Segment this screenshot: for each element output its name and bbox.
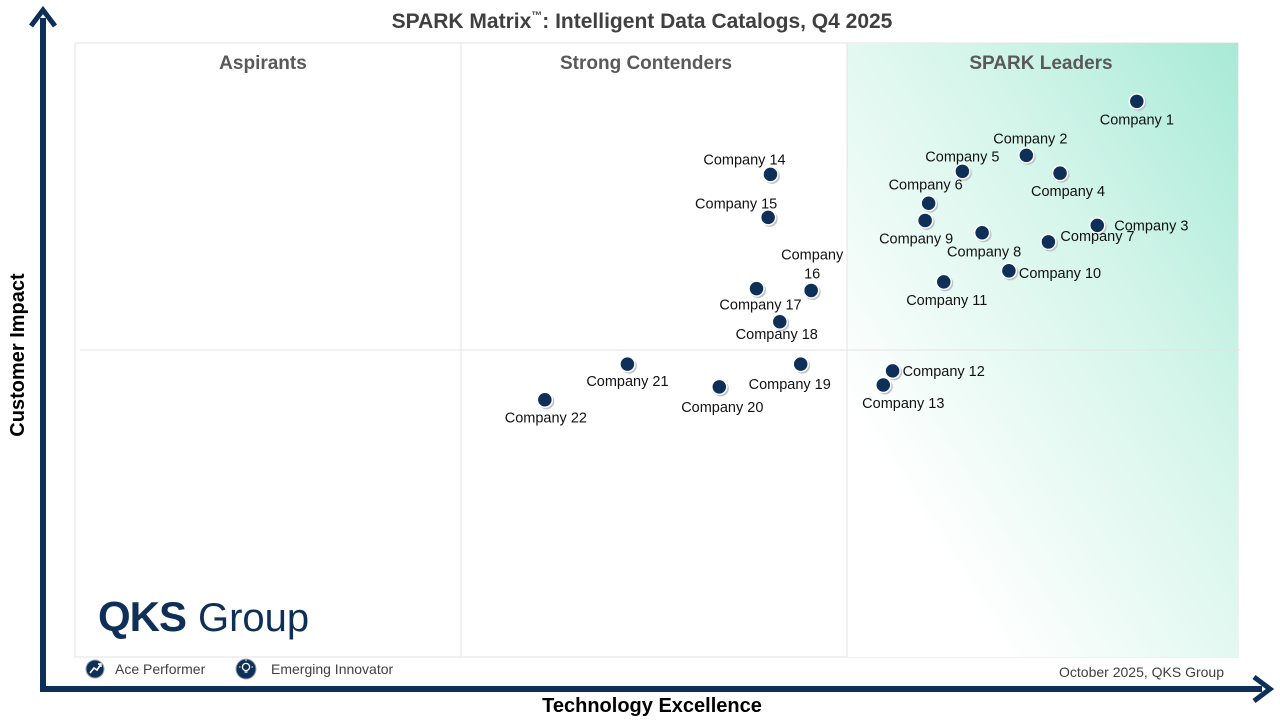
qks-group-logo: QKS Group [98,593,309,640]
data-point-company-14: Company 14 [703,152,786,184]
data-point-company-22: Company 22 [505,391,587,427]
point-marker [916,212,934,229]
x-axis-label: Technology Excellence [542,695,762,717]
point-label: Company 7 [1060,229,1134,245]
data-point-company-11: Company 11 [906,273,987,309]
chart-title-rest: : Intelligent Data Catalogs, Q4 2025 [542,10,892,33]
point-marker [1051,164,1069,182]
y-axis-label: Customer Impact [7,273,29,437]
data-point-company-6: Company 6 [889,177,963,213]
point-label: Company 2 [993,131,1067,147]
point-label: Company 5 [925,149,999,165]
data-point-company-13: Company 13 [862,376,944,412]
chart-title-tm: ™ [531,10,542,22]
y-axis-arrow [29,5,57,28]
data-point-company-16: Company 16 [781,247,844,300]
data-point-company-5: Company 5 [925,149,999,181]
emerging-innovator-icon [235,658,257,680]
legend-ace-performer: Ace Performer [115,661,206,677]
quadrant-spark-leaders: SPARK Leaders [969,53,1112,74]
legend: Ace Performer Emerging Innovator [85,658,394,680]
point-label: Company 13 [862,396,944,412]
point-marker [1128,93,1146,110]
data-point-company-15: Company 15 [695,196,778,227]
logo-text-light: Group [198,596,309,640]
point-label: Company 10 [1019,266,1101,282]
point-label: Company 3 [1114,218,1188,234]
point-label: Company 22 [505,411,587,427]
point-marker [711,378,728,396]
data-point-company-3: Company 3 [1089,217,1188,235]
data-point-company-2: Company 2 [993,131,1067,165]
point-marker [1000,262,1018,280]
data-point-company-17: Company 17 [719,280,802,314]
point-label: Company 11 [906,293,987,309]
legend-emerging-innovator: Emerging Innovator [271,661,394,677]
data-point-company-18: Company 18 [736,313,818,343]
point-marker [802,282,820,299]
point-marker [884,362,901,380]
point-label: Company 1 [1100,112,1174,128]
point-label: Company 9 [879,231,953,247]
point-marker [1018,147,1035,164]
data-point-company-7: Company 7 [1040,229,1135,252]
point-marker [536,391,554,408]
data-point-company-21: Company 21 [586,355,669,390]
data-point-company-8: Company 8 [947,224,1021,261]
data-point-company-19: Company 19 [749,355,831,393]
point-marker [920,195,937,212]
point-label: Company 20 [681,400,763,416]
point-label: Company 15 [695,196,777,212]
data-point-company-4: Company 4 [1031,164,1105,200]
point-label: Company 18 [736,327,818,343]
point-label: Company 4 [1031,184,1105,200]
point-marker [771,313,789,331]
data-points: Company 1 Company 2 Company 3 Company 4 Comp… [505,93,1188,427]
point-label: Company 14 [703,152,785,168]
ace-performer-icon [85,659,105,679]
point-marker [1040,233,1057,251]
point-label: Company 6 [889,177,963,193]
data-point-company-1: Company 1 [1100,93,1174,128]
point-label: Company 21 [586,374,668,390]
x-axis-arrow [1252,675,1275,703]
point-label: Company 17 [719,298,801,314]
data-point-company-9: Company 9 [879,212,953,247]
chart-title-main: SPARK Matrix [392,10,532,33]
quadrant-aspirants: Aspirants [219,53,307,74]
chart-title: SPARK Matrix™: Intelligent Data Catalogs… [392,10,893,33]
data-point-company-10: Company 10 [1000,262,1101,282]
point-marker [935,273,953,291]
quadrant-strong-contenders: Strong Contenders [560,53,732,74]
point-label: Company 16 [781,247,844,282]
point-label: Company 19 [749,377,831,393]
data-point-company-12: Company 12 [884,362,985,381]
point-marker [954,163,971,180]
point-label: Company 12 [903,364,985,380]
point-marker [792,355,809,373]
point-marker [973,224,991,241]
point-marker [875,376,892,394]
point-marker [1089,217,1106,234]
logo-text-bold: QKS [98,593,186,640]
point-marker [619,355,636,373]
point-marker [759,209,777,226]
date-source-note: October 2025, QKS Group [1059,664,1224,680]
point-marker [762,166,779,183]
point-label: Company 8 [947,245,1021,261]
point-marker [748,280,765,297]
data-point-company-20: Company 20 [681,378,763,416]
